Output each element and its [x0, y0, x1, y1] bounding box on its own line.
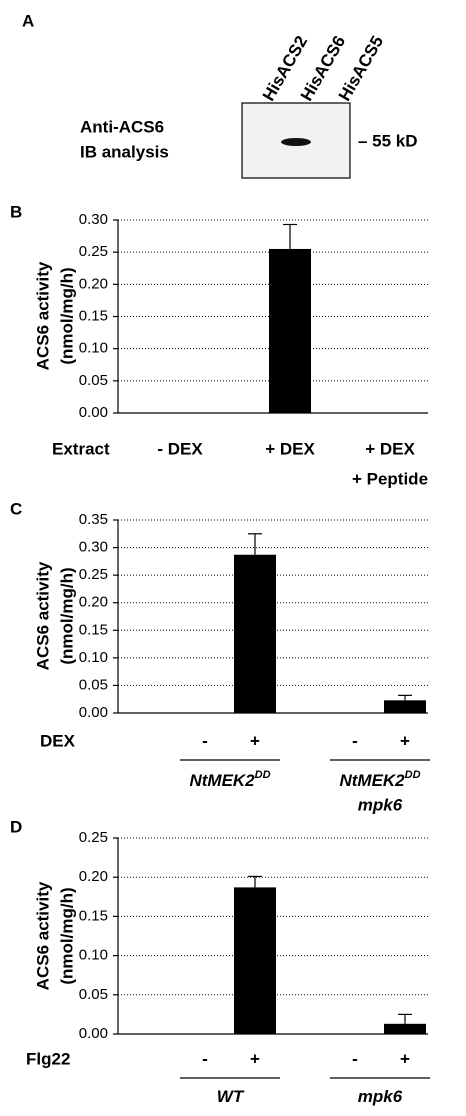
group-label-text: WT: [217, 1087, 245, 1106]
x-tick-label: +: [250, 731, 260, 750]
x-tick-label: -: [202, 731, 208, 750]
bar: [384, 700, 426, 713]
bar: [384, 1023, 426, 1034]
group-label-text: mpk6: [358, 1087, 403, 1106]
y-tick-label: 0.05: [79, 676, 108, 693]
x-tick-label: - DEX: [157, 439, 203, 458]
x-tick-label: +: [400, 731, 410, 750]
x-tick-label: +: [250, 1049, 260, 1068]
panel-letter: B: [10, 202, 22, 221]
x-tick-label: + DEX: [365, 439, 415, 458]
bar: [269, 248, 311, 413]
y-tick-label: 0.10: [79, 947, 108, 964]
y-axis-label: (nmol/mg/h): [57, 887, 76, 984]
panel-letter: D: [10, 817, 22, 836]
x-tick-label: -: [202, 1049, 208, 1068]
x-tick-label: + Peptide: [352, 469, 428, 488]
y-tick-label: 0.00: [79, 1025, 108, 1042]
y-tick-label: 0.20: [79, 594, 108, 611]
bar: [234, 554, 276, 713]
y-axis-label: ACS6 activity: [33, 561, 52, 670]
panel-letter: C: [10, 499, 22, 518]
y-tick-label: 0.25: [79, 243, 108, 260]
y-tick-label: 0.25: [79, 829, 108, 846]
y-tick-label: 0.00: [79, 704, 108, 721]
group-label-sup: DD: [255, 769, 271, 781]
y-tick-label: 0.25: [79, 566, 108, 583]
y-axis-label: (nmol/mg/h): [57, 567, 76, 664]
blot-band: [281, 138, 311, 146]
group-label-sup: DD: [405, 769, 421, 781]
group-label: mpk6: [358, 1087, 403, 1106]
marker-label: – 55 kD: [358, 131, 418, 150]
y-axis-label: ACS6 activity: [33, 261, 52, 370]
y-tick-label: 0.00: [79, 404, 108, 421]
panel-letter: A: [22, 11, 34, 30]
y-tick-label: 0.30: [79, 539, 108, 556]
row-label: Extract: [52, 439, 110, 458]
y-tick-label: 0.15: [79, 907, 108, 924]
group-label-text: NtMEK2: [339, 771, 405, 790]
y-axis-label: (nmol/mg/h): [57, 267, 76, 364]
group-label: NtMEK2DD: [339, 769, 420, 791]
blot-label: Anti-ACS6: [80, 117, 164, 136]
bar: [234, 887, 276, 1034]
x-tick-label: + DEX: [265, 439, 315, 458]
blot: [241, 102, 351, 179]
row-label: Flg22: [26, 1049, 70, 1068]
group-label-text: NtMEK2: [189, 771, 255, 790]
y-axis-label: ACS6 activity: [33, 881, 52, 990]
y-tick-label: 0.15: [79, 307, 108, 324]
y-tick-label: 0.05: [79, 372, 108, 389]
blot-label: IB analysis: [80, 142, 169, 161]
y-tick-label: 0.10: [79, 340, 108, 357]
y-tick-label: 0.20: [79, 868, 108, 885]
x-tick-label: -: [352, 731, 358, 750]
group-label: WT: [217, 1087, 245, 1106]
y-tick-label: 0.30: [79, 211, 108, 228]
x-tick-label: -: [352, 1049, 358, 1068]
y-tick-label: 0.35: [79, 511, 108, 528]
y-tick-label: 0.20: [79, 275, 108, 292]
y-tick-label: 0.15: [79, 621, 108, 638]
group-label: NtMEK2DD: [189, 769, 270, 791]
y-tick-label: 0.05: [79, 986, 108, 1003]
row-label: DEX: [40, 731, 76, 750]
group-label: mpk6: [358, 795, 403, 814]
y-tick-label: 0.10: [79, 649, 108, 666]
x-tick-label: +: [400, 1049, 410, 1068]
